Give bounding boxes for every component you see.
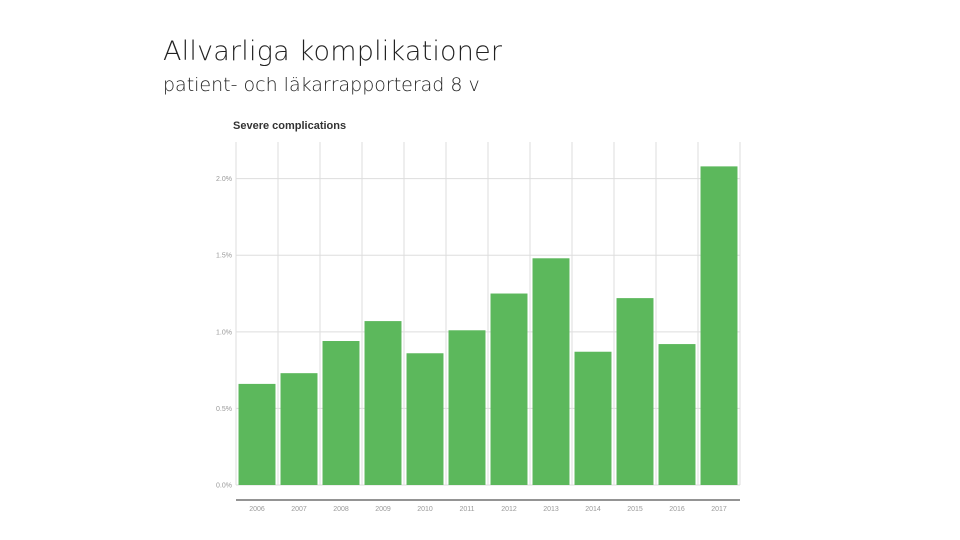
x-tick-label: 2008 <box>333 506 349 513</box>
bar-2014 <box>574 351 612 485</box>
chart-title: Severe complications <box>233 120 346 132</box>
bar-2017 <box>700 166 738 485</box>
x-tick-label: 2016 <box>669 506 685 513</box>
slide-title: Allvarliga komplikationer <box>163 36 503 67</box>
x-tick-label: 2006 <box>249 506 265 513</box>
x-tick-label: 2013 <box>543 506 559 513</box>
x-tick-label: 2012 <box>501 506 517 513</box>
bar-2012 <box>490 293 528 485</box>
x-tick-label: 2010 <box>417 506 433 513</box>
y-tick-label: 1.5% <box>216 253 232 260</box>
y-tick-label: 0.0% <box>216 483 232 490</box>
bar-2013 <box>532 258 570 485</box>
bar-2009 <box>364 321 402 485</box>
x-tick-label: 2007 <box>291 506 307 513</box>
y-tick-label: 2.0% <box>216 176 232 183</box>
x-tick-label: 2017 <box>711 506 727 513</box>
y-tick-label: 1.0% <box>216 329 232 336</box>
x-tick-label: 2011 <box>459 506 474 513</box>
bar-2016 <box>658 344 696 485</box>
bars <box>238 166 738 485</box>
slide-subtitle: patient- och läkarrapporterad 8 v <box>163 74 480 96</box>
bar-2006 <box>238 383 276 485</box>
bar-2011 <box>448 330 486 485</box>
x-tick-label: 2015 <box>627 506 643 513</box>
grid-lines <box>235 142 741 486</box>
bar-2008 <box>322 341 360 485</box>
x-tick-labels: 2006 2007 2008 2009 2010 2011 2012 2013 2014 2015… <box>249 506 727 513</box>
x-tick-label: 2014 <box>585 506 601 513</box>
y-tick-labels: 0.0% 0.5% 1.0% 1.5% 2.0% <box>216 176 232 489</box>
x-tick-label: 2009 <box>375 506 391 513</box>
y-tick-label: 0.5% <box>216 406 232 413</box>
bar-2007 <box>280 373 318 485</box>
bar-2015 <box>616 298 654 485</box>
bar-2010 <box>406 353 444 485</box>
